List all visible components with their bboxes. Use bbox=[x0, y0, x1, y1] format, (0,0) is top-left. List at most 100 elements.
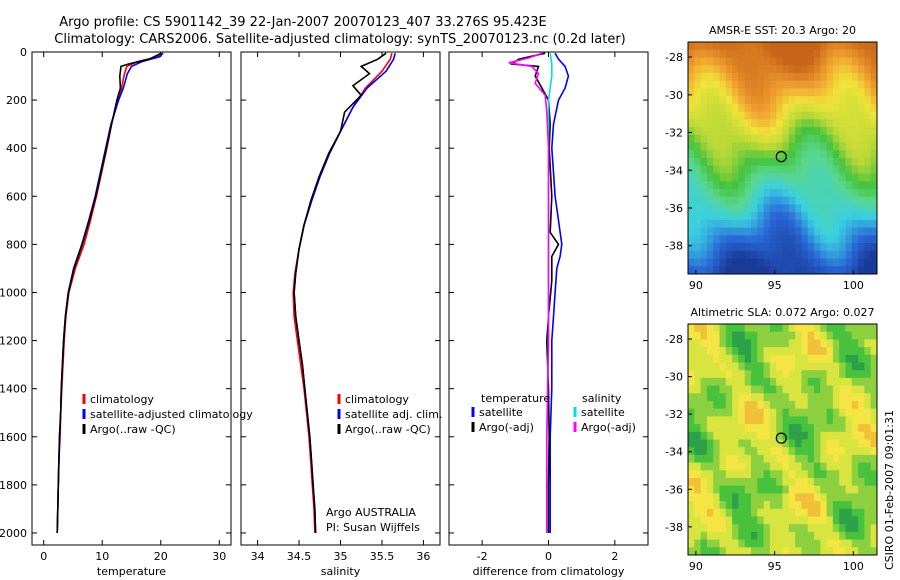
map-cell bbox=[763, 454, 771, 464]
map-cell bbox=[782, 393, 790, 402]
map-cell bbox=[751, 362, 758, 371]
map-cell bbox=[706, 173, 714, 182]
map-cell bbox=[732, 393, 739, 402]
map-cell bbox=[688, 250, 695, 260]
map-cell bbox=[839, 150, 846, 159]
map-cell bbox=[725, 235, 733, 244]
argo-location-marker bbox=[775, 432, 787, 444]
map-cell bbox=[713, 362, 720, 371]
map-cell bbox=[814, 181, 821, 190]
map-cell bbox=[788, 266, 796, 275]
map-cell bbox=[738, 347, 746, 356]
map-cell bbox=[807, 478, 815, 487]
map-cell bbox=[725, 424, 733, 433]
map-cell bbox=[807, 258, 815, 267]
map-cell bbox=[832, 516, 840, 525]
x-tick-label: 100 bbox=[843, 279, 864, 292]
map-cell bbox=[864, 508, 872, 517]
map-cell bbox=[795, 501, 802, 510]
map-cell bbox=[858, 416, 865, 425]
map-cell bbox=[864, 354, 872, 363]
map-cell bbox=[688, 347, 695, 356]
y-tick-label: -30 bbox=[665, 89, 683, 102]
map-cell bbox=[688, 42, 695, 51]
plot-frame bbox=[31, 51, 232, 546]
map-cell bbox=[757, 547, 765, 556]
map-cell bbox=[738, 88, 746, 97]
map-cell bbox=[839, 134, 846, 144]
map-cell bbox=[725, 447, 733, 456]
map-cell bbox=[870, 266, 878, 275]
map-cell bbox=[807, 516, 815, 525]
map-cell bbox=[826, 227, 834, 236]
map-cell bbox=[864, 72, 872, 82]
map-cell bbox=[845, 258, 853, 267]
map-cell bbox=[744, 181, 752, 190]
annotation-pi: PI: Susan Wijffels bbox=[326, 521, 420, 534]
map-cell bbox=[845, 243, 853, 252]
map-cell bbox=[864, 439, 872, 448]
map-cell bbox=[851, 103, 859, 113]
map-cell bbox=[719, 454, 727, 464]
map-cell bbox=[858, 447, 865, 456]
map-cell bbox=[870, 439, 878, 448]
map-cell bbox=[801, 49, 809, 58]
map-cell bbox=[826, 370, 834, 379]
map-cell bbox=[851, 401, 859, 410]
map-cell bbox=[706, 454, 714, 464]
map-cell bbox=[864, 416, 872, 425]
map-cell bbox=[763, 447, 771, 456]
map-cell bbox=[688, 539, 695, 548]
map-cell bbox=[744, 324, 752, 333]
map-cell bbox=[820, 266, 828, 275]
map-cell bbox=[858, 219, 865, 229]
map-cell bbox=[864, 385, 872, 394]
map-cell bbox=[744, 96, 752, 105]
map-cell bbox=[763, 65, 771, 74]
map-cell bbox=[839, 331, 846, 340]
x-axis-label: temperature bbox=[97, 565, 166, 578]
map-cell bbox=[769, 96, 777, 105]
map-cell bbox=[851, 516, 859, 525]
map-cell bbox=[769, 393, 777, 402]
map-cell bbox=[820, 377, 828, 387]
map-cell bbox=[851, 324, 859, 333]
map-cell bbox=[763, 501, 771, 510]
map-cell bbox=[725, 408, 733, 417]
map-cell bbox=[782, 531, 790, 541]
map-cell bbox=[807, 347, 815, 356]
map-cell bbox=[713, 235, 720, 244]
map-cell bbox=[814, 165, 821, 174]
map-cell bbox=[757, 96, 765, 105]
map-cell bbox=[776, 158, 783, 167]
map-cell bbox=[706, 401, 714, 410]
map-cell bbox=[706, 142, 714, 151]
map-cell bbox=[751, 250, 758, 260]
map-cell bbox=[776, 439, 783, 448]
map-cell bbox=[864, 266, 872, 275]
map-cell bbox=[795, 72, 802, 82]
map-cell bbox=[694, 408, 702, 417]
map-cell bbox=[706, 508, 714, 517]
map-cell bbox=[744, 227, 752, 236]
map-cell bbox=[763, 339, 771, 348]
map-cell bbox=[814, 127, 821, 136]
map-cell bbox=[839, 424, 846, 433]
map-cell bbox=[826, 401, 834, 410]
map-cell bbox=[845, 196, 853, 205]
map-cell bbox=[757, 508, 765, 517]
map-cell bbox=[826, 127, 834, 136]
map-cell bbox=[719, 401, 727, 410]
map-cell bbox=[795, 416, 802, 425]
legend-label: Argo(-adj) bbox=[581, 421, 636, 434]
map-cell bbox=[820, 431, 828, 440]
map-cell bbox=[751, 424, 758, 433]
map-cell bbox=[788, 134, 796, 144]
y-tick-label: -28 bbox=[665, 333, 683, 346]
map-cell bbox=[864, 478, 872, 487]
map-title: AMSR-E SST: 20.3 Argo: 20 bbox=[709, 24, 856, 37]
map-cell bbox=[839, 431, 846, 440]
map-cell bbox=[688, 354, 695, 363]
map-cell bbox=[688, 516, 695, 525]
map-cell bbox=[807, 119, 815, 128]
